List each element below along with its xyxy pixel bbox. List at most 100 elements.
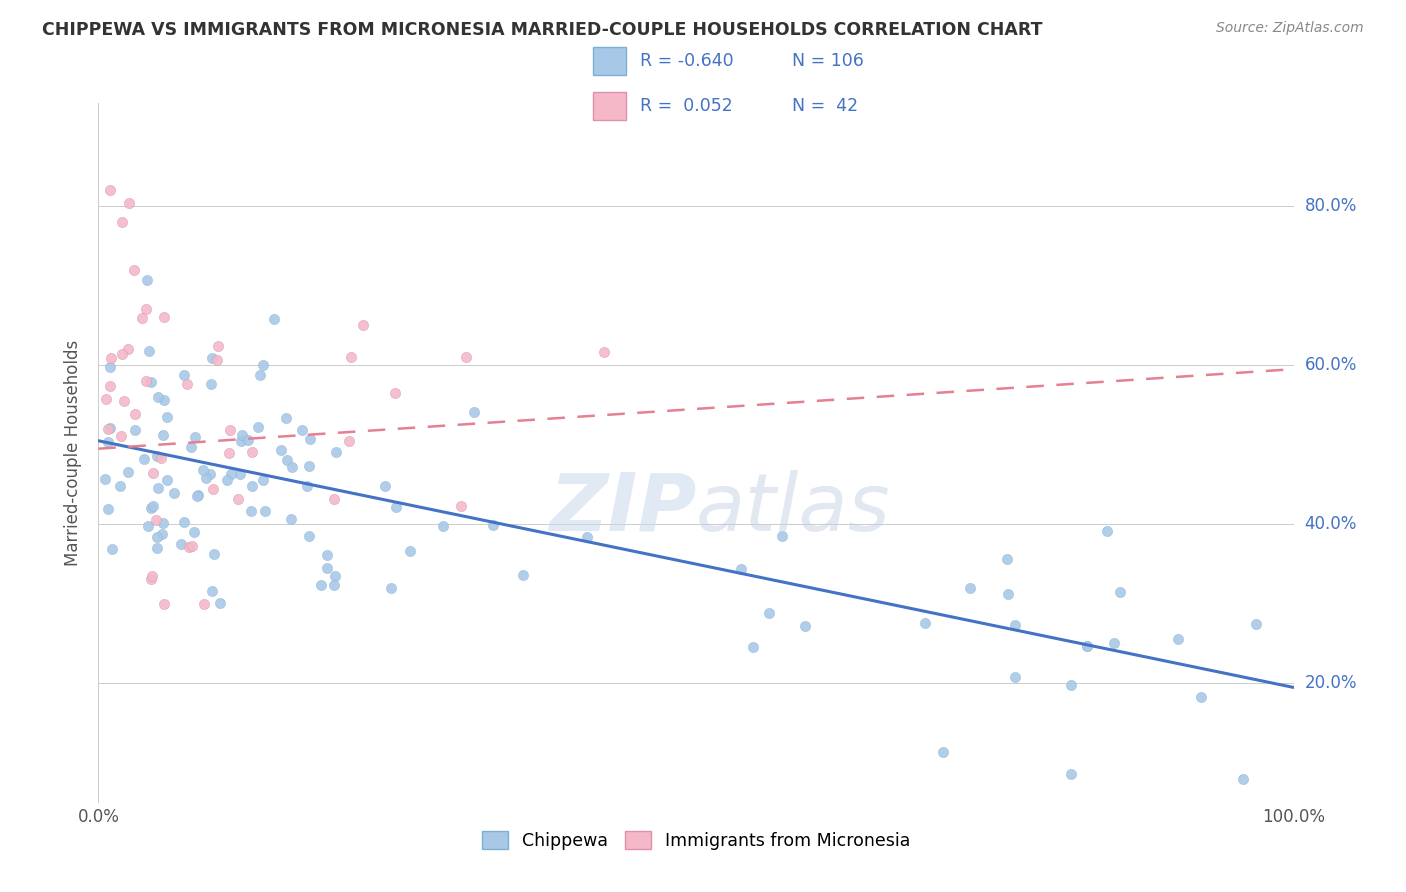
Point: [152, 516, 174, 531]
Point: [138, 343, 160, 358]
Point: [100, 351, 122, 366]
Point: [309, 577, 332, 591]
Y-axis label: Married-couple Households: Married-couple Households: [65, 340, 83, 566]
Point: [575, 530, 598, 544]
Point: [298, 432, 321, 446]
Text: CHIPPEWA VS IMMIGRANTS FROM MICRONESIA MARRIED-COUPLE HOUSEHOLDS CORRELATION CHA: CHIPPEWA VS IMMIGRANTS FROM MICRONESIA M…: [42, 21, 1043, 38]
Point: [730, 562, 752, 576]
Point: [136, 518, 159, 533]
Point: [274, 411, 297, 425]
Point: [111, 215, 134, 229]
Point: [385, 500, 408, 515]
Text: R =  0.052: R = 0.052: [640, 97, 733, 115]
Point: [238, 434, 260, 448]
Point: [194, 471, 217, 485]
Point: [117, 343, 139, 357]
Point: [193, 597, 215, 611]
Point: [252, 358, 274, 372]
Point: [352, 318, 374, 332]
Point: [316, 561, 339, 575]
Text: N = 106: N = 106: [792, 52, 863, 70]
Point: [1109, 584, 1132, 599]
Point: [337, 434, 360, 448]
Point: [110, 428, 132, 442]
Point: [139, 375, 162, 389]
Point: [100, 541, 122, 556]
Point: [173, 515, 195, 529]
Point: [914, 616, 936, 631]
Point: [124, 408, 146, 422]
Point: [96, 392, 118, 406]
Point: [124, 262, 146, 277]
Point: [450, 499, 472, 513]
Text: 60.0%: 60.0%: [1305, 356, 1357, 374]
Point: [98, 359, 121, 374]
Point: [281, 460, 304, 475]
Point: [741, 640, 763, 654]
Point: [200, 376, 222, 391]
Point: [152, 428, 174, 442]
Point: [177, 540, 200, 554]
Point: [186, 489, 208, 503]
Point: [153, 597, 176, 611]
Point: [217, 473, 239, 487]
Point: [959, 582, 981, 596]
Point: [97, 421, 120, 435]
Point: [205, 353, 228, 368]
Point: [240, 504, 263, 518]
Point: [132, 452, 155, 467]
Point: [1102, 636, 1125, 650]
Point: [1232, 772, 1254, 786]
Point: [153, 393, 176, 408]
Point: [156, 473, 179, 487]
Point: [512, 568, 534, 582]
Point: [240, 444, 263, 458]
Point: [180, 440, 202, 454]
Point: [148, 481, 170, 495]
Point: [374, 479, 396, 493]
Point: [207, 339, 229, 353]
Point: [97, 501, 120, 516]
Point: [156, 409, 179, 424]
Point: [191, 463, 214, 477]
Point: [280, 512, 302, 526]
Point: [997, 551, 1019, 566]
Point: [180, 539, 202, 553]
Point: [201, 351, 224, 365]
Point: [1076, 639, 1098, 653]
Point: [399, 543, 422, 558]
FancyBboxPatch shape: [593, 92, 627, 120]
Point: [1004, 670, 1026, 684]
Point: [298, 459, 321, 474]
Point: [322, 492, 344, 507]
Point: [117, 465, 139, 479]
Point: [201, 583, 224, 598]
Point: [108, 479, 131, 493]
Point: [221, 467, 243, 482]
Point: [184, 430, 207, 444]
Point: [1004, 618, 1026, 632]
Point: [146, 541, 169, 555]
Point: [111, 347, 134, 361]
Point: [228, 491, 250, 506]
Point: [432, 519, 454, 533]
Point: [209, 597, 232, 611]
Point: [482, 518, 505, 533]
Text: ZIP: ZIP: [548, 470, 696, 548]
Point: [1189, 690, 1212, 705]
Point: [176, 377, 198, 392]
Text: atlas: atlas: [696, 470, 891, 548]
Point: [298, 529, 321, 543]
Point: [145, 530, 167, 544]
Point: [98, 420, 121, 434]
Point: [149, 451, 172, 466]
Point: [198, 467, 221, 482]
Point: [228, 467, 250, 482]
Point: [340, 350, 363, 364]
Point: [162, 486, 184, 500]
Point: [135, 273, 157, 287]
Point: [323, 568, 346, 582]
Point: [229, 434, 252, 448]
Point: [142, 466, 165, 480]
Point: [1244, 617, 1267, 632]
